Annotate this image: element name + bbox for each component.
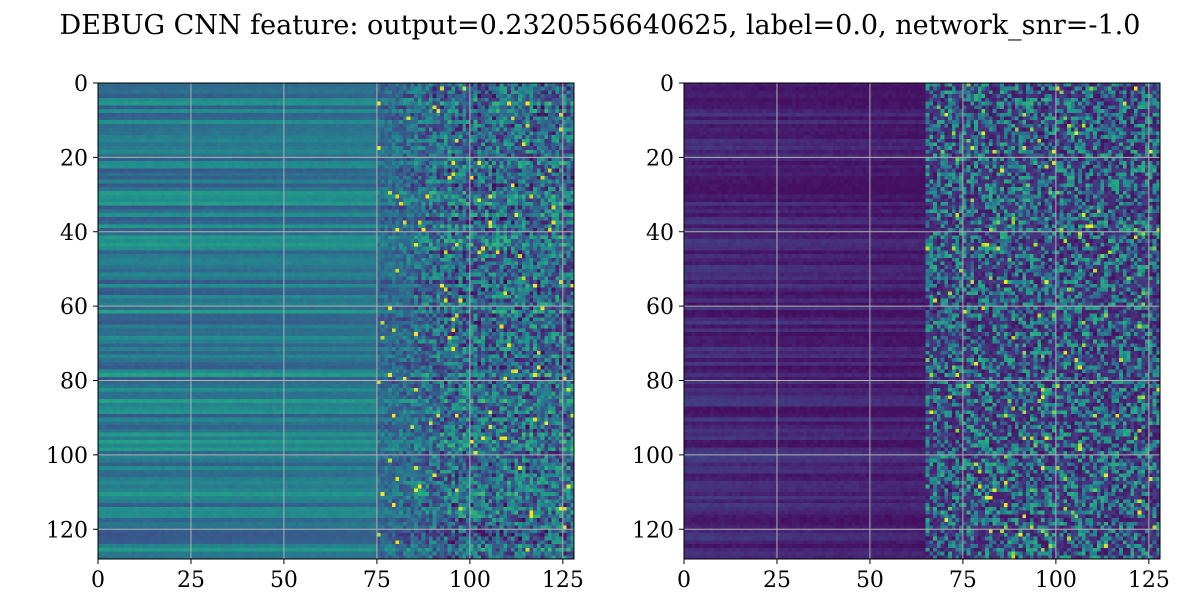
heatmap-image <box>98 83 574 559</box>
x-tick-label: 75 <box>949 568 977 593</box>
x-tick-label: 50 <box>856 568 884 593</box>
x-tick-label: 25 <box>763 568 791 593</box>
heatmap-image <box>684 83 1160 559</box>
heatmap-panel-left: 0 25 50 75 100 125 0 20 40 60 80 100 120 <box>46 72 584 593</box>
y-tick-label: 20 <box>646 146 674 171</box>
y-tick-label: 0 <box>660 72 674 97</box>
y-tick-label: 40 <box>60 221 88 246</box>
y-tick-label: 60 <box>646 295 674 320</box>
y-tick-label: 80 <box>60 370 88 395</box>
axes-frame <box>97 82 575 560</box>
axes-frame <box>683 82 1161 560</box>
y-tick-label: 120 <box>632 518 674 543</box>
y-tick-label: 100 <box>46 444 88 469</box>
figure-title: DEBUG CNN feature: output=0.232055664062… <box>60 10 1141 41</box>
heatmap-panel-right: 0 25 50 75 100 125 0 20 40 60 80 100 120 <box>632 72 1170 593</box>
y-tick-label: 0 <box>74 72 88 97</box>
x-tick-label: 50 <box>270 568 298 593</box>
x-tick-label: 25 <box>177 568 205 593</box>
y-tick-label: 120 <box>46 518 88 543</box>
y-tick-label: 80 <box>646 370 674 395</box>
x-tick-label: 75 <box>363 568 391 593</box>
y-tick-label: 60 <box>60 295 88 320</box>
y-tick-label: 20 <box>60 146 88 171</box>
y-tick-label: 40 <box>646 221 674 246</box>
x-tick-label: 100 <box>449 568 491 593</box>
x-tick-label: 125 <box>1128 568 1170 593</box>
x-tick-label: 0 <box>677 568 691 593</box>
y-tick-label: 100 <box>632 444 674 469</box>
x-tick-label: 125 <box>542 568 584 593</box>
x-tick-label: 100 <box>1035 568 1077 593</box>
x-tick-label: 0 <box>91 568 105 593</box>
